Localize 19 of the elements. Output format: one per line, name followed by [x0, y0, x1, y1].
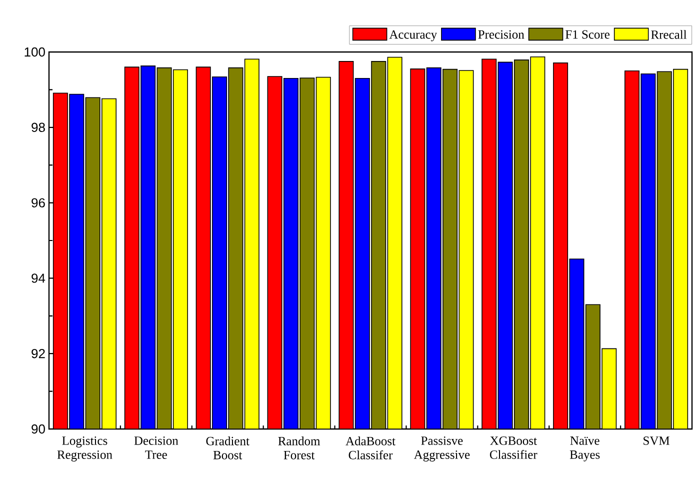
y-tick-label: 96 — [32, 198, 45, 208]
legend-label: F1 Score — [566, 30, 610, 39]
y-tick-label: 98 — [32, 122, 45, 132]
x-tick-label: Passisve Aggressive — [414, 436, 470, 462]
y-tick-label: 90 — [32, 424, 45, 434]
x-tick-label: SVM — [644, 436, 670, 445]
y-tick-label: 100 — [24, 47, 45, 57]
x-tick-label: XGBoost Classifier — [490, 436, 538, 459]
x-tick-label: Logistics Regression — [57, 436, 112, 462]
x-tick-label: Gradient Boost — [206, 436, 250, 460]
legend-label: Precision — [478, 30, 524, 39]
y-tick-label: 94 — [32, 274, 46, 283]
x-tick-label: Naïve Bayes — [570, 436, 600, 462]
x-tick-label: Decision Tree — [134, 436, 178, 459]
y-tick-label: 92 — [32, 348, 45, 358]
legend-label: Rrecall — [651, 30, 687, 39]
x-tick-label: Random Forest — [278, 436, 320, 460]
legend-label: Accuracy — [389, 30, 438, 42]
x-tick-label: AdaBoost Classifer — [346, 436, 396, 460]
